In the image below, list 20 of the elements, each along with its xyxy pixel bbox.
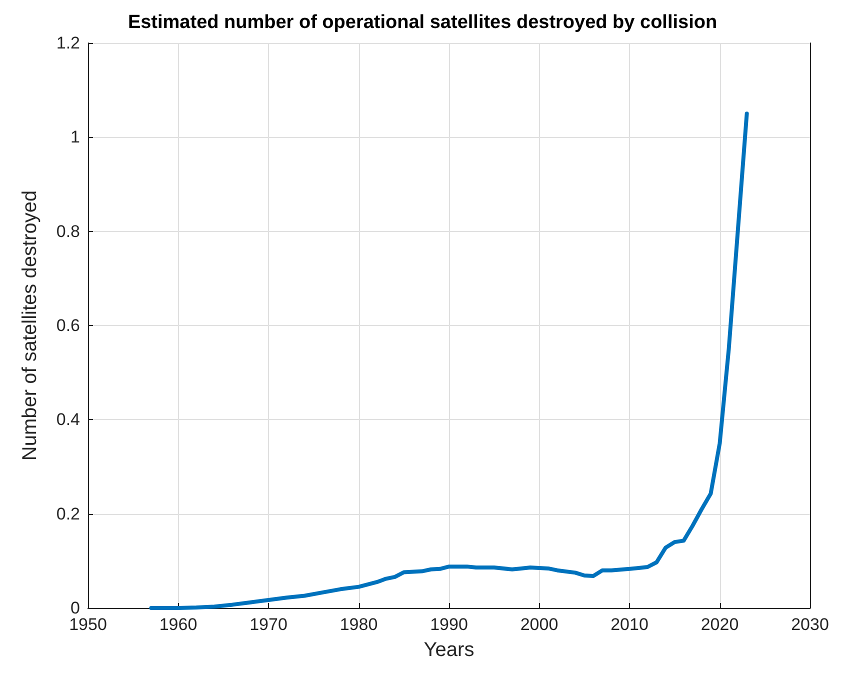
y-tick-label: 0.4 [56,410,80,430]
y-tick-label: 1.2 [56,34,80,52]
line-series [149,112,749,610]
x-tick-label: 2030 [791,615,829,634]
y-axis-title: Number of satellites destroyed [19,190,41,461]
x-tick-label: 1970 [250,615,288,634]
x-tick-label: 2020 [700,615,739,634]
x-tick-label: 2000 [520,615,558,634]
y-tick-label: 0.6 [56,316,80,335]
y-tick-label: 0.2 [56,504,80,524]
chart-title: Estimated number of operational satellites destroyed by collision [128,12,718,33]
x-tick-label: 1980 [340,615,378,634]
x-tick-label: 1990 [430,615,468,634]
y-tick-label: 0 [70,598,80,618]
x-tick-label: 1950 [69,615,107,634]
x-tick-label: 2010 [610,615,648,634]
x-tick-label: 1960 [159,615,198,634]
y-tick-label: 1 [70,128,80,147]
y-tick-label: 0.8 [56,222,80,241]
x-axis-title: Years [424,639,474,661]
